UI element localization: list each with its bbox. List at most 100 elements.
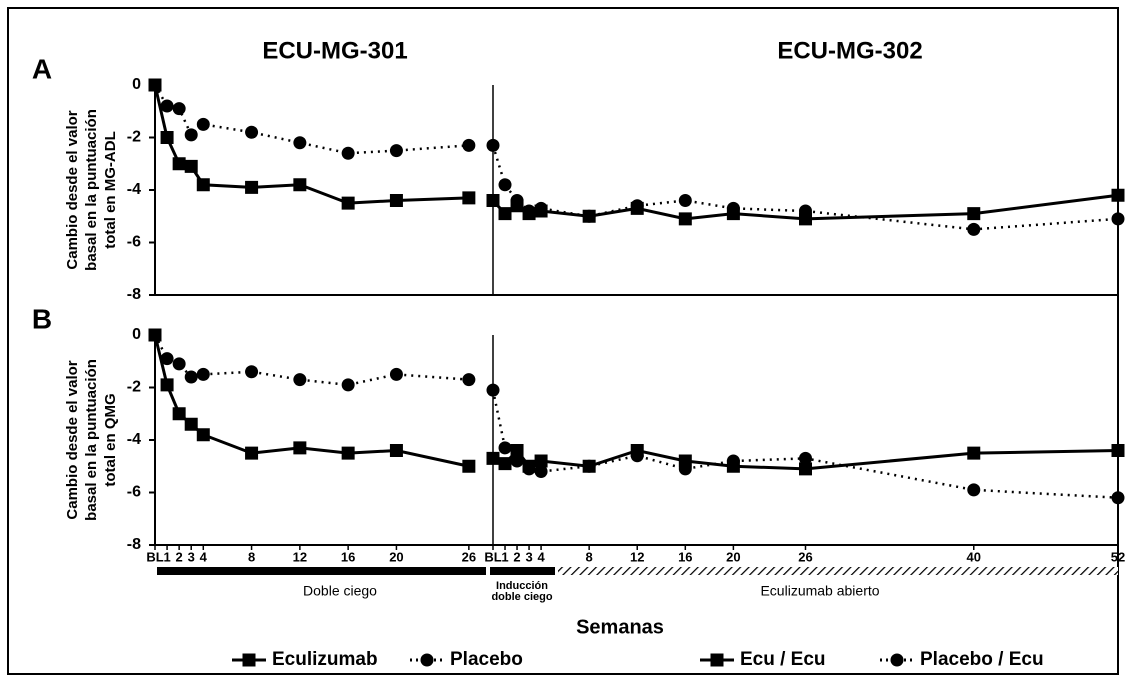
- legend-marker: [420, 653, 434, 667]
- marker: [1111, 491, 1125, 505]
- marker: [486, 383, 500, 397]
- x-tick-label: 2: [513, 549, 520, 564]
- x-tick-label: 40: [967, 549, 981, 564]
- marker: [582, 459, 596, 473]
- y-tick-label: 0: [132, 76, 141, 93]
- marker: [1111, 444, 1125, 457]
- marker: [341, 196, 355, 210]
- marker: [522, 462, 536, 476]
- marker: [172, 157, 186, 171]
- marker: [172, 357, 186, 371]
- x-tick-label: 2: [176, 549, 183, 564]
- marker: [678, 194, 692, 207]
- marker: [462, 138, 476, 152]
- figure-border: [7, 7, 1119, 675]
- x-tick-label: 12: [630, 549, 644, 564]
- x-tick-label: 26: [462, 549, 476, 564]
- marker: [678, 462, 692, 476]
- marker: [245, 125, 259, 139]
- marker: [498, 457, 512, 471]
- marker: [293, 178, 307, 192]
- marker: [184, 417, 198, 431]
- phase-bar: [157, 567, 486, 575]
- phase-label: Inducción: [496, 580, 548, 592]
- y-axis-label-line: Cambio desde el valor: [64, 110, 81, 269]
- x-tick-label: BL: [484, 549, 501, 564]
- marker: [726, 201, 740, 215]
- phase-bar: [558, 567, 1118, 575]
- y-axis-label-line: Cambio desde el valor: [64, 360, 81, 519]
- marker: [582, 209, 596, 223]
- y-tick-label: -4: [127, 181, 141, 198]
- legend-marker: [242, 653, 256, 667]
- marker: [196, 367, 210, 381]
- marker: [160, 99, 174, 113]
- marker: [172, 102, 186, 116]
- marker: [799, 204, 812, 218]
- panel-label: B: [32, 303, 52, 334]
- marker: [630, 449, 644, 463]
- x-tick-label: 3: [188, 549, 195, 564]
- x-tick-label: 8: [586, 549, 593, 564]
- x-tick-label: 20: [389, 549, 403, 564]
- x-axis-label: Semanas: [576, 616, 664, 638]
- x-tick-label: 8: [248, 549, 255, 564]
- marker: [1111, 212, 1125, 226]
- series-line: [153, 334, 470, 468]
- marker: [293, 136, 307, 150]
- marker: [522, 204, 536, 218]
- marker: [678, 212, 692, 226]
- marker: [967, 222, 981, 236]
- marker: [196, 117, 210, 131]
- marker: [293, 441, 307, 455]
- marker: [389, 444, 403, 457]
- legend-label: Eculizumab: [272, 649, 378, 670]
- x-tick-label: 12: [293, 549, 307, 564]
- marker: [184, 128, 198, 142]
- x-tick-label: 52: [1111, 549, 1125, 564]
- marker: [462, 191, 476, 205]
- series-line: [153, 84, 469, 205]
- x-tick-label: 4: [200, 549, 208, 564]
- marker: [341, 146, 355, 160]
- marker: [160, 378, 174, 392]
- series-line: [491, 389, 1119, 499]
- legend-label: Ecu / Ecu: [740, 649, 826, 670]
- marker: [534, 454, 548, 468]
- x-tick-label: 16: [341, 549, 355, 564]
- marker: [967, 446, 981, 460]
- marker: [172, 407, 186, 421]
- y-tick-label: -4: [127, 431, 141, 448]
- marker: [498, 207, 512, 221]
- phase-bar: [490, 567, 555, 575]
- legend-label: Placebo / Ecu: [920, 649, 1044, 670]
- marker: [389, 144, 403, 158]
- y-tick-label: 0: [132, 326, 141, 343]
- x-tick-label: 3: [525, 549, 532, 564]
- marker: [389, 367, 403, 381]
- marker: [510, 444, 524, 457]
- marker: [245, 180, 259, 194]
- marker: [1111, 188, 1125, 202]
- phase-label: doble ciego: [491, 591, 552, 603]
- marker: [389, 194, 403, 207]
- study-title: ECU-MG-302: [777, 37, 922, 64]
- x-tick-label: 1: [163, 549, 170, 564]
- marker: [498, 178, 512, 192]
- marker: [534, 465, 548, 478]
- marker: [799, 462, 812, 476]
- marker: [245, 365, 259, 379]
- marker: [196, 428, 210, 442]
- marker: [486, 194, 500, 207]
- marker: [184, 370, 198, 384]
- marker: [293, 373, 307, 387]
- marker: [160, 131, 174, 144]
- y-axis-label-line: total en QMG: [102, 393, 119, 486]
- marker: [160, 352, 174, 366]
- marker: [462, 459, 476, 473]
- marker: [630, 199, 644, 213]
- marker: [510, 194, 524, 207]
- y-axis-label: Cambio desde el valor basal en la puntuac…: [64, 109, 119, 271]
